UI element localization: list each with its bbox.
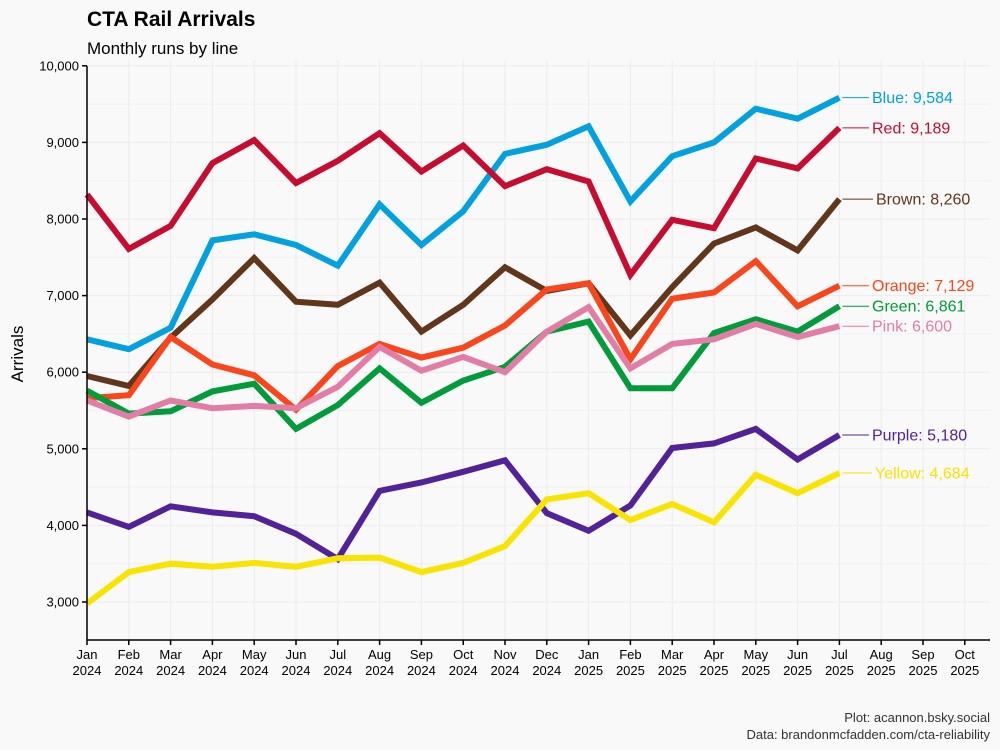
end-label-orange: Orange: 7,129 — [872, 278, 974, 295]
x-tick-month: Dec — [535, 647, 559, 662]
y-tick-label: 3,000 — [46, 595, 79, 610]
y-tick-label: 9,000 — [46, 135, 79, 150]
y-tick-label: 6,000 — [46, 365, 79, 380]
x-tick-year: 2024 — [491, 663, 520, 678]
x-tick-month: Mar — [661, 647, 684, 662]
x-tick-month: Feb — [619, 647, 641, 662]
x-tick-year: 2024 — [73, 663, 102, 678]
x-tick-month: Jul — [831, 647, 848, 662]
caption-data-source: Data: brandonmcfadden.com/cta-reliabilit… — [746, 727, 990, 742]
series-lines — [84, 95, 842, 606]
x-tick-year: 2024 — [282, 663, 311, 678]
x-tick-year: 2025 — [574, 663, 603, 678]
y-tick-label: 4,000 — [46, 518, 79, 533]
end-label-green: Green: 6,861 — [872, 299, 966, 316]
x-tick-year: 2024 — [365, 663, 394, 678]
end-label-yellow: Yellow: 4,684 — [875, 466, 970, 483]
chart-title: CTA Rail Arrivals — [87, 8, 255, 31]
end-label-red: Red: 9,189 — [872, 120, 950, 137]
x-tick-year: 2024 — [532, 663, 561, 678]
x-tick-year: 2024 — [323, 663, 352, 678]
x-tick-year: 2025 — [783, 663, 812, 678]
x-tick-month: Oct — [453, 647, 474, 662]
x-tick-month: Oct — [955, 647, 976, 662]
end-label-purple: Purple: 5,180 — [872, 428, 967, 445]
x-tick-year: 2024 — [114, 663, 143, 678]
y-tick-label: 7,000 — [46, 288, 79, 303]
x-tick-year: 2025 — [700, 663, 729, 678]
caption-plot-credit: Plot: acannon.bsky.social — [844, 710, 990, 725]
x-tick-year: 2024 — [156, 663, 185, 678]
x-tick-month: Apr — [704, 647, 725, 662]
series-line-orange — [86, 257, 841, 414]
series-line-purple — [86, 425, 841, 564]
x-tick-year: 2024 — [449, 663, 478, 678]
x-tick-year: 2025 — [825, 663, 854, 678]
series-line-green — [85, 303, 841, 433]
y-axis-ticks: 3,000 4,000 5,000 6,000 7,000 8,000 9,000 10,00… — [39, 58, 87, 610]
x-tick-month: Apr — [202, 647, 223, 662]
y-axis-label: Arrivals — [8, 326, 27, 383]
series-end-labels: Blue: 9,584 Red: 9,189 Brown: 8,260 Orange:… — [842, 90, 974, 483]
x-tick-year: 2025 — [658, 663, 687, 678]
x-axis-ticks: Jan2024Feb2024Mar2024Apr2024May2024Jun20… — [73, 640, 979, 678]
series-line-blue — [86, 95, 841, 353]
x-tick-month: Aug — [368, 647, 391, 662]
x-tick-month: Sep — [410, 647, 433, 662]
x-tick-month: Mar — [159, 647, 182, 662]
series-line-yellow — [85, 470, 841, 606]
y-tick-label: 5,000 — [46, 441, 79, 456]
x-tick-year: 2025 — [616, 663, 645, 678]
x-tick-month: May — [242, 647, 267, 662]
x-tick-month: Sep — [911, 647, 934, 662]
x-tick-month: Nov — [493, 647, 517, 662]
x-tick-month: May — [744, 647, 769, 662]
end-label-blue: Blue: 9,584 — [872, 90, 953, 107]
y-tick-label: 10,000 — [39, 58, 79, 73]
x-tick-month: Jan — [77, 647, 98, 662]
x-tick-year: 2024 — [240, 663, 269, 678]
x-tick-year: 2025 — [909, 663, 938, 678]
series-line-red — [84, 125, 842, 281]
series-line-pink — [85, 303, 841, 420]
series-line-brown — [86, 197, 842, 390]
x-tick-month: Jan — [578, 647, 599, 662]
x-tick-year: 2025 — [741, 663, 770, 678]
axes — [86, 66, 990, 641]
x-tick-month: Jul — [329, 647, 346, 662]
x-tick-month: Aug — [870, 647, 893, 662]
x-tick-year: 2024 — [407, 663, 436, 678]
x-tick-month: Jun — [787, 647, 808, 662]
end-label-pink: Pink: 6,600 — [872, 319, 952, 336]
y-tick-label: 8,000 — [46, 212, 79, 227]
x-tick-year: 2024 — [198, 663, 227, 678]
x-tick-month: Jun — [286, 647, 307, 662]
x-tick-year: 2025 — [950, 663, 979, 678]
end-label-brown: Brown: 8,260 — [876, 192, 970, 209]
x-tick-month: Feb — [118, 647, 140, 662]
chart-subtitle: Monthly runs by line — [87, 39, 238, 58]
x-tick-year: 2025 — [867, 663, 896, 678]
